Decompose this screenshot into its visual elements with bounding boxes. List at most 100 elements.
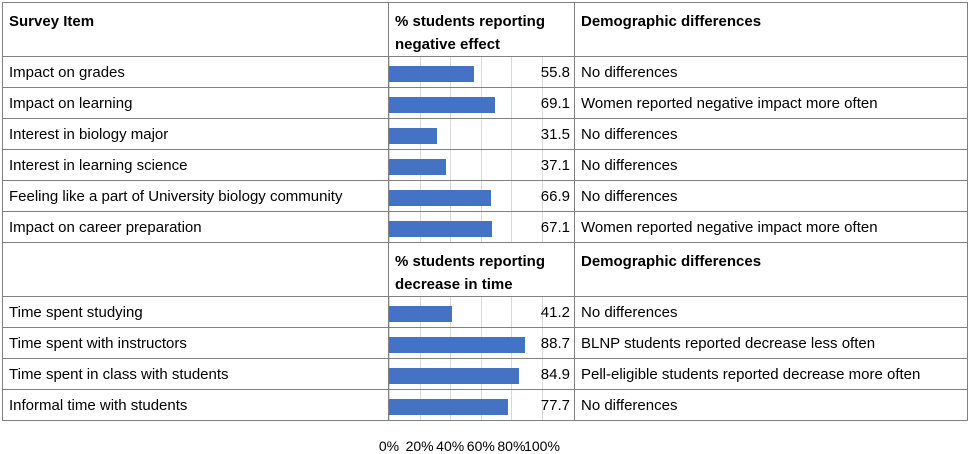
gridline bbox=[511, 390, 513, 420]
bar-cell: 55.8 bbox=[388, 56, 575, 88]
column-header: Demographic differences bbox=[574, 2, 968, 57]
gridline bbox=[542, 119, 543, 149]
demographic-difference: No differences bbox=[574, 180, 968, 212]
bar bbox=[389, 337, 525, 353]
x-tick-label: 40% bbox=[436, 438, 465, 454]
x-tick-label: 100% bbox=[524, 438, 560, 454]
gridline bbox=[480, 297, 482, 327]
column-header: Survey Item bbox=[2, 2, 389, 57]
survey-item-label: Interest in learning science bbox=[2, 149, 389, 181]
gridline bbox=[542, 390, 543, 420]
demographic-difference: Women reported negative impact more ofte… bbox=[574, 87, 968, 119]
header-row: % students reporting decrease in time Dem… bbox=[2, 242, 968, 297]
table-row: Time spent in class with students 84.9 Pel… bbox=[2, 358, 968, 390]
table-row: Interest in learning science 37.1 No diffe… bbox=[2, 149, 968, 181]
gridline bbox=[542, 88, 543, 118]
column-header: % students reporting decrease in time bbox=[388, 242, 575, 297]
bar-cell: 69.1 bbox=[388, 87, 575, 119]
bar-cell: 66.9 bbox=[388, 180, 575, 212]
survey-item-label: Feeling like a part of University biolog… bbox=[2, 180, 389, 212]
gridline bbox=[542, 359, 543, 389]
demographic-difference: No differences bbox=[574, 296, 968, 328]
bar-value-label: 41.2 bbox=[540, 304, 570, 321]
column-header: Demographic differences bbox=[574, 242, 968, 297]
bar bbox=[389, 399, 508, 415]
bar bbox=[389, 66, 475, 82]
demographic-difference: Women reported negative impact more ofte… bbox=[574, 211, 968, 243]
gridline bbox=[511, 150, 513, 180]
bar-value-label: 88.7 bbox=[540, 335, 570, 352]
bar-cell: 67.1 bbox=[388, 211, 575, 243]
gridline bbox=[480, 57, 482, 87]
table-row: Interest in biology major 31.5 No differen… bbox=[2, 118, 968, 150]
bar bbox=[389, 221, 492, 237]
bar-value-label: 31.5 bbox=[540, 126, 570, 143]
demographic-difference: No differences bbox=[574, 56, 968, 88]
gridline bbox=[542, 150, 543, 180]
bar-cell: 88.7 bbox=[388, 327, 575, 359]
table-row: Time spent with instructors 88.7 BLNP stud… bbox=[2, 327, 968, 359]
survey-item-label: Time spent in class with students bbox=[2, 358, 389, 390]
gridline bbox=[511, 212, 513, 242]
gridline bbox=[511, 181, 513, 211]
gridline bbox=[542, 57, 543, 87]
column-header: % students reporting negative effect bbox=[388, 2, 575, 57]
table-row: Impact on grades 55.8 No differences bbox=[2, 56, 968, 88]
gridline bbox=[511, 57, 513, 87]
table-row: Feeling like a part of University biolog… bbox=[2, 180, 968, 212]
gridline bbox=[542, 212, 543, 242]
bar-value-label: 37.1 bbox=[540, 157, 570, 174]
survey-item-label: Informal time with students bbox=[2, 389, 389, 421]
demographic-difference: No differences bbox=[574, 118, 968, 150]
bar bbox=[389, 128, 438, 144]
survey-item-label: Time spent studying bbox=[2, 296, 389, 328]
bar bbox=[389, 306, 453, 322]
gridline bbox=[450, 119, 452, 149]
column-header bbox=[2, 242, 389, 297]
survey-table: Survey Item% students reporting negative… bbox=[2, 2, 968, 421]
bar-cell: 84.9 bbox=[388, 358, 575, 390]
demographic-difference: Pell-eligible students reported decrease… bbox=[574, 358, 968, 390]
survey-item-label: Impact on learning bbox=[2, 87, 389, 119]
x-tick-label: 60% bbox=[466, 438, 495, 454]
gridline bbox=[511, 88, 513, 118]
header-row: Survey Item% students reporting negative… bbox=[2, 2, 968, 57]
survey-item-label: Impact on grades bbox=[2, 56, 389, 88]
gridline bbox=[542, 328, 543, 358]
bar bbox=[389, 190, 492, 206]
table-row: Informal time with students 77.7 No differ… bbox=[2, 389, 968, 421]
demographic-difference: No differences bbox=[574, 149, 968, 181]
gridline bbox=[480, 119, 482, 149]
table-row: Time spent studying 41.2 No differences bbox=[2, 296, 968, 328]
survey-item-label: Time spent with instructors bbox=[2, 327, 389, 359]
bar-cell: 37.1 bbox=[388, 149, 575, 181]
bar-cell: 41.2 bbox=[388, 296, 575, 328]
x-tick-label: 0% bbox=[378, 438, 400, 454]
gridline bbox=[511, 297, 513, 327]
x-axis: 0% 20% 40% 60% 80% 100% bbox=[0, 438, 969, 454]
bar-value-label: 69.1 bbox=[540, 95, 570, 112]
gridline bbox=[542, 181, 543, 211]
bar bbox=[389, 97, 495, 113]
gridline bbox=[511, 119, 513, 149]
bar-value-label: 66.9 bbox=[540, 188, 570, 205]
survey-item-label: Impact on career preparation bbox=[2, 211, 389, 243]
demographic-difference: No differences bbox=[574, 389, 968, 421]
bar-cell: 77.7 bbox=[388, 389, 575, 421]
x-tick-label: 80% bbox=[497, 438, 526, 454]
table-row: Impact on career preparation 67.1 Women re… bbox=[2, 211, 968, 243]
bar-value-label: 55.8 bbox=[540, 64, 570, 81]
bar bbox=[389, 368, 519, 384]
table-row: Impact on learning 69.1 Women reported neg… bbox=[2, 87, 968, 119]
survey-item-label: Interest in biology major bbox=[2, 118, 389, 150]
gridline bbox=[450, 150, 452, 180]
bar-value-label: 77.7 bbox=[540, 397, 570, 414]
gridline bbox=[480, 150, 482, 180]
bar bbox=[389, 159, 446, 175]
demographic-difference: BLNP students reported decrease less oft… bbox=[574, 327, 968, 359]
bar-value-label: 67.1 bbox=[540, 219, 570, 236]
bar-cell: 31.5 bbox=[388, 118, 575, 150]
x-tick-label: 20% bbox=[405, 438, 434, 454]
gridline bbox=[542, 297, 543, 327]
bar-value-label: 84.9 bbox=[540, 366, 570, 383]
